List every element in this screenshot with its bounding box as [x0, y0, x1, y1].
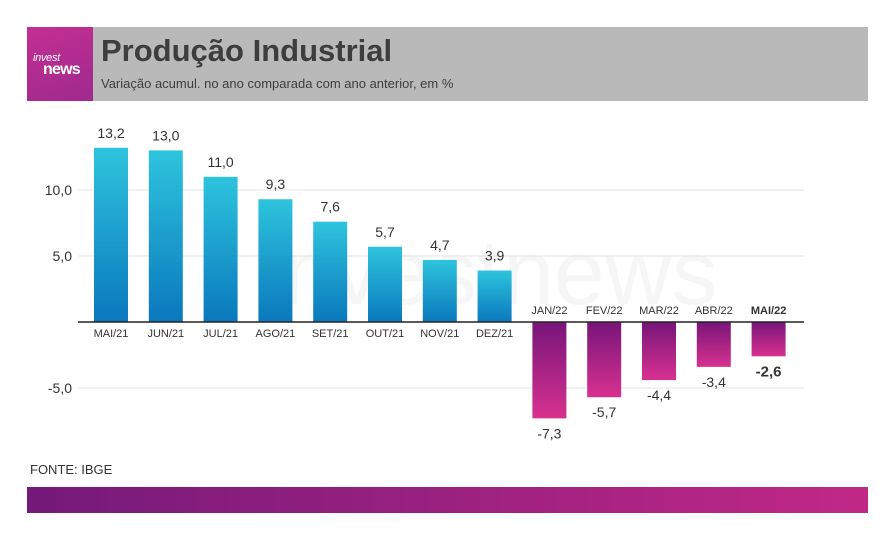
- bar-jan-22: [532, 322, 567, 419]
- value-label: -3,4: [702, 374, 726, 390]
- bar-jul-21: [203, 176, 238, 322]
- y-tick-label: 5,0: [53, 248, 73, 264]
- category-label: MAR/22: [639, 305, 679, 317]
- bar-jun-21: [148, 150, 183, 322]
- value-label: -5,7: [592, 404, 616, 420]
- bar-mai-21: [94, 147, 128, 322]
- value-label: 13,2: [97, 125, 124, 141]
- bar-set-21: [313, 221, 348, 322]
- category-label: ABR/22: [695, 305, 733, 317]
- bar-out-21: [368, 246, 402, 322]
- bar-mar-22: [642, 322, 676, 381]
- category-label: DEZ/21: [476, 328, 513, 340]
- logo-text-news: news: [43, 61, 81, 78]
- category-label: MAI/21: [94, 328, 129, 340]
- category-label: JAN/22: [531, 305, 567, 317]
- category-label: MAI/22: [751, 305, 786, 317]
- bar-fev-22: [587, 322, 622, 398]
- category-label: AGO/21: [256, 328, 296, 340]
- grid-lines: [78, 189, 804, 389]
- value-label: -4,4: [647, 387, 671, 403]
- investnews-logo: invest news: [27, 27, 93, 101]
- chart-subtitle: Variação acumul. no ano comparada com an…: [101, 76, 454, 91]
- value-label: 7,6: [320, 199, 340, 215]
- bar-abr-22: [696, 322, 731, 367]
- value-label: 4,7: [430, 237, 450, 253]
- category-label: NOV/21: [420, 328, 459, 340]
- source-note: FONTE: IBGE: [30, 462, 113, 477]
- value-label: -7,3: [537, 425, 561, 441]
- category-label: FEV/22: [586, 305, 623, 317]
- logo-text-invest: invest: [33, 52, 60, 64]
- value-label: 3,9: [485, 248, 505, 264]
- category-label: JUL/21: [203, 328, 238, 340]
- y-tick-label: 10,0: [45, 182, 72, 198]
- bar-mai-22: [751, 322, 786, 357]
- footer-bar: [27, 487, 868, 513]
- value-label: 5,7: [375, 224, 395, 240]
- y-tick-label: -5,0: [48, 380, 72, 396]
- bars: [94, 147, 786, 419]
- chart-title: Produção Industrial: [101, 33, 393, 68]
- value-label: 13,0: [152, 127, 179, 143]
- value-label: -2,6: [756, 363, 782, 380]
- value-label: 9,3: [266, 176, 286, 192]
- category-label: JUN/21: [147, 328, 184, 340]
- value-label: 11,0: [207, 154, 233, 170]
- category-label: SET/21: [312, 328, 349, 340]
- header-banner: invest news Produção Industrial Variação…: [27, 27, 868, 101]
- bar-labels: MAI/21 13,2 JUN/21 13,0 JUL/21 11,0 AGO/21 9,3 S…: [94, 125, 787, 442]
- category-label: OUT/21: [366, 328, 405, 340]
- y-axis: 10,0 5,0 -5,0: [45, 182, 72, 396]
- bar-nov-21: [422, 259, 457, 322]
- bar-dez-21: [477, 270, 512, 322]
- bar-ago-21: [258, 199, 293, 322]
